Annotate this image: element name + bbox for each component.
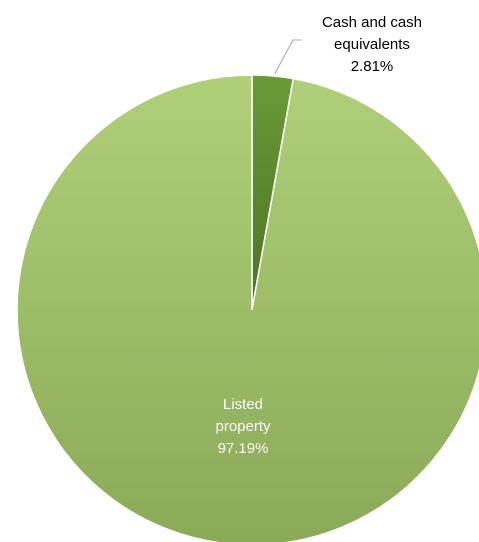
pie-slice-0-value-label: 2.81% <box>351 58 394 75</box>
pie-leader-line-0 <box>274 39 301 75</box>
pie-slices <box>16 74 479 542</box>
pie-slice-1 <box>16 74 479 542</box>
pie-slice-1-label-line-0: Listed <box>223 396 263 413</box>
pie-slice-1-value-label: 97.19% <box>218 440 269 457</box>
pie-slice-0-label-line-1: equivalents <box>334 36 410 53</box>
pie-labels: Cash and cash equivalents 2.81% Listed prope… <box>215 14 422 457</box>
pie-slice-1-label-line-1: property <box>215 418 271 435</box>
pie-slice-0-label-line-0: Cash and cash <box>322 14 422 31</box>
